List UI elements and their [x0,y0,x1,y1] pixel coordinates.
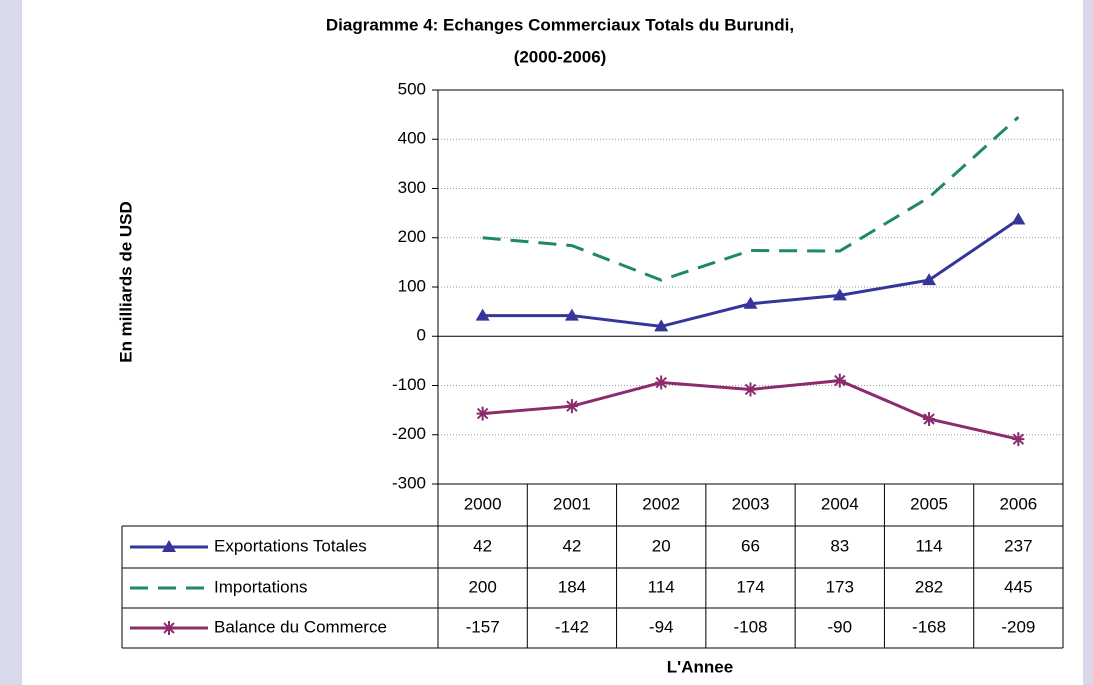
marker [476,406,489,421]
table-cell: 282 [915,577,943,596]
marker [922,273,937,286]
marker [654,319,669,332]
marker [564,308,579,321]
marker [832,288,847,301]
table-cell: -142 [555,617,589,636]
y-tick-label: 400 [398,129,426,148]
table-cell: 200 [468,577,496,596]
y-axis-label: En milliards de USD [116,201,135,363]
marker [923,411,936,426]
y-tick-label: 100 [398,276,426,295]
chart-title: (2000-2006) [514,47,607,66]
table-cell: 184 [558,577,586,596]
table-cell: 445 [1004,577,1032,596]
y-tick-label: -200 [392,424,426,443]
marker [655,375,668,390]
marker [475,308,490,321]
table-cell: -168 [912,617,946,636]
table-cell: 42 [473,536,492,555]
x-tick-label: 2004 [821,494,859,513]
series-line [482,115,1020,282]
x-tick-label: 2005 [910,494,948,513]
marker [162,540,176,552]
table-cell: -108 [733,617,767,636]
y-tick-label: 500 [398,79,426,98]
marker [744,382,757,397]
chart-title: Diagramme 4: Echanges Commerciaux Totals… [326,15,794,34]
plot-frame [437,89,1064,485]
table-cell: 237 [1004,536,1032,555]
marker [1011,212,1026,225]
table-cell: 20 [652,536,671,555]
marker [163,621,175,635]
y-tick-label: 0 [417,326,426,345]
marker [743,296,758,309]
legend-label: Importations [214,577,308,596]
table-cell: 114 [648,577,675,596]
table-cell: 66 [741,536,760,555]
table-cell: 83 [830,536,849,555]
x-tick-label: 2001 [553,494,591,513]
x-tick-label: 2003 [732,494,770,513]
table-cell: 42 [562,536,581,555]
table-cell: 114 [916,536,943,555]
legend-label: Exportations Totales [214,536,367,555]
x-tick-label: 2000 [464,494,502,513]
x-axis-label: L'Annee [667,657,733,676]
marker [833,373,846,388]
y-tick-label: -100 [392,375,426,394]
x-tick-label: 2002 [642,494,680,513]
y-tick-label: 200 [398,227,426,246]
y-tick-label: -300 [392,473,426,492]
table-cell: 174 [736,577,764,596]
legend-label: Balance du Commerce [214,617,387,636]
table-cell: 173 [826,577,854,596]
table-cell: -94 [649,617,674,636]
y-tick-label: 300 [398,178,426,197]
table-cell: -90 [827,617,852,636]
table-cell: -157 [466,617,500,636]
marker [565,399,578,414]
table-cell: -209 [1001,617,1035,636]
x-tick-label: 2006 [999,494,1037,513]
panel [22,0,1083,685]
marker [1012,432,1025,447]
